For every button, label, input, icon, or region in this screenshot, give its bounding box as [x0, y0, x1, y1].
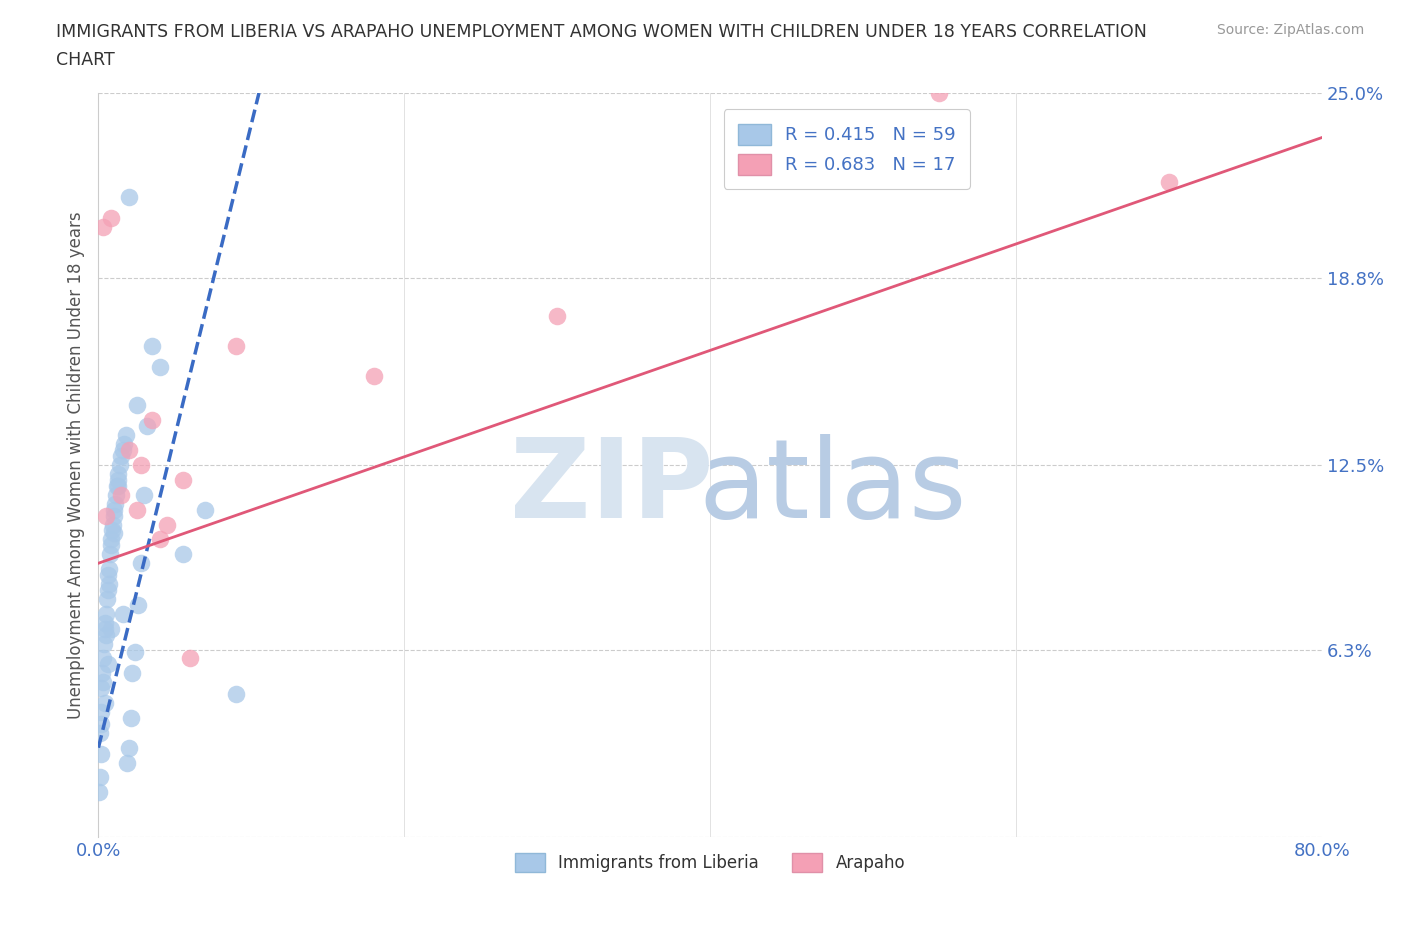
Point [98, 547, 121, 562]
Point [118, 740, 141, 755]
Point [108, 458, 131, 472]
Point [363, 368, 385, 383]
Point [101, 523, 124, 538]
Point [90, 746, 112, 761]
Point [94, 508, 117, 523]
Point [90, 705, 112, 720]
Point [96, 591, 118, 606]
Point [98, 577, 121, 591]
Point [928, 86, 950, 100]
Text: IMMIGRANTS FROM LIBERIA VS ARAPAHO UNEMPLOYMENT AMONG WOMEN WITH CHILDREN UNDER : IMMIGRANTS FROM LIBERIA VS ARAPAHO UNEMP… [56, 23, 1147, 41]
Point [93, 636, 115, 651]
Point [149, 359, 172, 374]
Point [90, 716, 112, 731]
Point [110, 487, 132, 502]
Point [89, 770, 111, 785]
Point [105, 478, 128, 493]
Point [107, 467, 129, 482]
Point [124, 645, 146, 660]
Point [105, 487, 128, 502]
Point [94, 627, 117, 642]
Point [100, 538, 122, 552]
Point [225, 339, 247, 353]
Point [141, 413, 163, 428]
Text: ZIP: ZIP [510, 433, 714, 541]
Point [127, 597, 149, 612]
Point [101, 517, 124, 532]
Point [125, 502, 148, 517]
Point [91, 219, 114, 234]
Point [179, 651, 201, 666]
Point [91, 666, 114, 681]
Point [93, 696, 115, 711]
Point [141, 339, 163, 353]
Point [89, 785, 111, 800]
Point [110, 448, 132, 463]
Point [1157, 175, 1180, 190]
Point [90, 681, 112, 696]
Point [111, 606, 134, 621]
Point [103, 508, 125, 523]
Legend: Immigrants from Liberia, Arapaho: Immigrants from Liberia, Arapaho [506, 844, 914, 881]
Point [125, 398, 148, 413]
Text: CHART: CHART [56, 51, 115, 69]
Point [94, 606, 117, 621]
Y-axis label: Unemployment Among Women with Children Under 18 years: Unemployment Among Women with Children U… [66, 211, 84, 719]
Point [98, 562, 121, 577]
Point [100, 532, 122, 547]
Point [100, 621, 122, 636]
Point [136, 418, 159, 433]
Point [94, 616, 117, 631]
Text: Source: ZipAtlas.com: Source: ZipAtlas.com [1216, 23, 1364, 37]
Point [100, 210, 122, 225]
Point [91, 675, 114, 690]
Point [107, 472, 129, 487]
Point [120, 711, 142, 725]
Point [115, 428, 138, 443]
Point [91, 651, 114, 666]
Point [134, 487, 156, 502]
Point [117, 755, 139, 770]
Point [149, 532, 172, 547]
Point [121, 666, 143, 681]
Point [97, 582, 120, 597]
Point [172, 472, 194, 487]
Point [129, 458, 152, 472]
Point [107, 478, 129, 493]
Point [156, 517, 179, 532]
Point [118, 443, 141, 458]
Text: atlas: atlas [699, 433, 966, 541]
Point [97, 567, 120, 582]
Point [93, 621, 115, 636]
Point [103, 526, 125, 541]
Point [118, 190, 141, 205]
Point [129, 556, 152, 571]
Point [194, 502, 217, 517]
Point [172, 547, 194, 562]
Point [104, 497, 127, 512]
Point [97, 657, 120, 671]
Point [546, 309, 568, 324]
Point [103, 502, 125, 517]
Point [111, 443, 134, 458]
Point [225, 686, 247, 701]
Point [89, 725, 111, 740]
Point [112, 437, 135, 452]
